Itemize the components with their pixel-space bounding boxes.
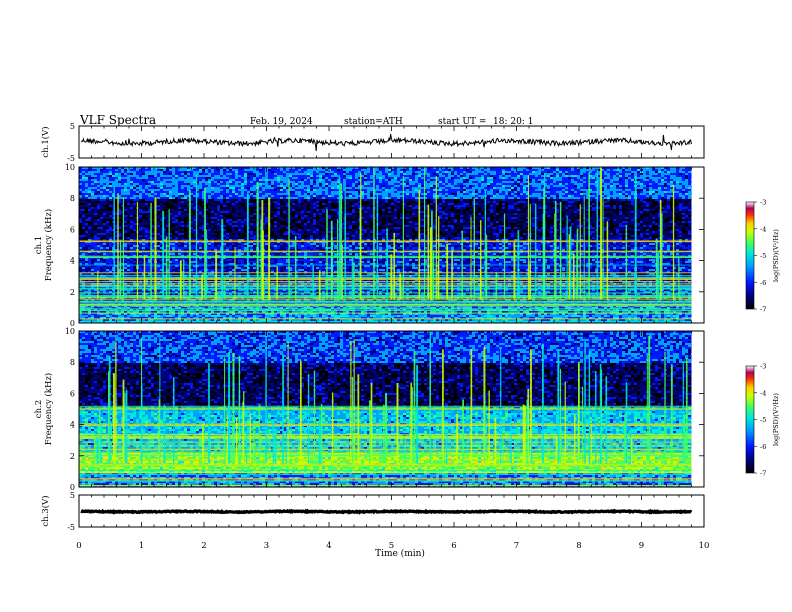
y-tick-label: 10	[65, 163, 75, 172]
y-tick-label: 8	[70, 358, 75, 367]
colorbar-label: log(PSD)(V²/Hz)	[772, 229, 780, 282]
x-tick-label: 7	[514, 541, 519, 551]
x-tick-label: 0	[76, 541, 81, 551]
colorbar-tick-label: -5	[760, 252, 766, 260]
y-tick-label: 2	[70, 452, 75, 461]
colorbar-tick-label: -7	[760, 470, 766, 478]
colorbar	[746, 202, 754, 309]
x-tick-label: 10	[699, 541, 710, 551]
colorbar-label: log(PSD)(V²/Hz)	[772, 393, 780, 446]
waveform-trace	[81, 134, 691, 151]
y-tick-label: -5	[67, 154, 75, 163]
colorbar-tick-label: -6	[760, 443, 766, 451]
colorbar-tick-label: -3	[760, 363, 766, 371]
colorbar-tick-label: -4	[760, 389, 766, 397]
waveform-panel-ch3: 5 -5 ch.3(V)	[40, 491, 704, 532]
y-axis-label: Frequency (kHz)	[43, 209, 54, 281]
x-axis-label: Time (min)	[375, 548, 425, 559]
y-tick-label: 2	[70, 288, 75, 297]
colorbar-group: -3 -4 -5 -6 -7 log(PSD)(V²/Hz) -3 -4 -5 -6 -7 log(P…	[746, 199, 780, 478]
y-tick-label: -5	[67, 523, 75, 532]
figure-title: VLF Spectra	[79, 113, 156, 127]
x-tick-label: 3	[264, 541, 269, 551]
colorbar-tick-label: -4	[760, 225, 766, 233]
y-axis-label: Frequency (kHz)	[43, 373, 54, 445]
x-tick-label: 1	[139, 541, 144, 551]
x-tick-label: 6	[451, 541, 456, 551]
y-axis-label: ch.1	[34, 236, 44, 254]
y-tick-label: 4	[70, 257, 75, 266]
y-axis-label: ch.2	[34, 400, 44, 418]
x-tick-label: 4	[326, 541, 331, 551]
x-tick-label: 9	[639, 541, 644, 551]
y-axis-label: ch.3(V)	[40, 495, 51, 526]
y-axis-label: ch.1(V)	[40, 126, 51, 157]
y-tick-label: 8	[70, 194, 75, 203]
colorbar-tick-label: -6	[760, 279, 766, 287]
y-tick-label: 6	[70, 389, 75, 398]
colorbar-tick-label: -3	[760, 199, 766, 207]
colorbar-tick-label: -7	[760, 306, 766, 314]
y-tick-label: 4	[70, 421, 75, 430]
y-tick-label: 10	[65, 327, 75, 336]
x-tick-label: 2	[201, 541, 206, 551]
waveform-panel-ch1: 5 -5 ch.1(V)	[40, 122, 704, 163]
waveform-trace	[81, 511, 691, 513]
colorbar	[746, 366, 754, 473]
colorbar-tick-label: -5	[760, 416, 766, 424]
y-tick-label: 5	[70, 491, 75, 500]
x-tick-label: 8	[576, 541, 581, 551]
y-tick-label: 5	[70, 122, 75, 131]
y-tick-label: 6	[70, 225, 75, 234]
